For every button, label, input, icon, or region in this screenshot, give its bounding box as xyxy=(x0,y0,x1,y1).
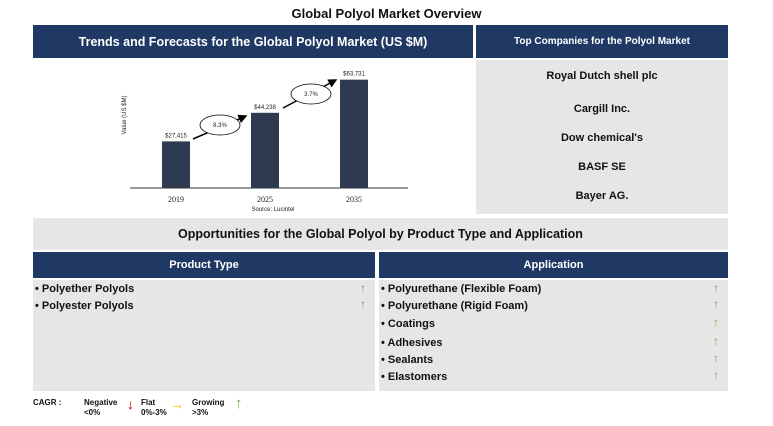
trend-chart: Value (US $M) $27,415 2019 $44,238 2025 $63,… xyxy=(122,72,408,213)
growing-arrow-icon: ↑ xyxy=(713,368,719,382)
application-item: • Polyurethane (Flexible Foam) xyxy=(381,283,542,295)
opportunities-header: Opportunities for the Global Polyol by P… xyxy=(33,218,728,250)
bar-value-label: $63,731 xyxy=(343,72,365,78)
bar-2025 xyxy=(251,112,279,188)
cagr-label-1: 8.3% xyxy=(213,123,227,129)
application-item: • Polyurethane (Rigid Foam) xyxy=(381,300,528,312)
legend-flat-label: Flat 0%-3% xyxy=(141,398,167,418)
product-type-header: Product Type xyxy=(33,252,375,278)
growing-arrow-icon: ↑ xyxy=(713,334,719,348)
legend-growing-text: Growing xyxy=(192,398,225,407)
application-item: • Sealants xyxy=(381,354,434,366)
growing-arrow-icon: ↑ xyxy=(235,395,243,412)
companies-panel: Royal Dutch shell plc Cargill Inc. Dow c… xyxy=(476,60,728,214)
legend-negative-text: Negative xyxy=(84,398,118,407)
bar-value-label: $27,415 xyxy=(165,133,187,139)
bar-2035 xyxy=(340,79,368,188)
product-type-panel: • Polyether Polyols • Polyester Polyols … xyxy=(33,280,375,391)
company-item: BASF SE xyxy=(578,161,626,173)
application-header: Application xyxy=(379,252,728,278)
x-tick-label: 2019 xyxy=(168,195,184,204)
growing-arrow-icon: ↑ xyxy=(360,281,366,295)
bar-2019 xyxy=(162,141,190,188)
growing-arrow-icon: ↑ xyxy=(713,297,719,311)
legend-flat-range: 0%-3% xyxy=(141,408,167,417)
legend-growing-range: >3% xyxy=(192,408,209,417)
cagr-label-2: 3.7% xyxy=(304,92,318,98)
flat-arrow-icon: → xyxy=(170,396,184,412)
legend-flat-text: Flat xyxy=(141,398,156,407)
legend-negative-label: Negative <0% xyxy=(84,398,117,418)
application-item: • Elastomers xyxy=(381,371,448,383)
product-type-item: • Polyether Polyols xyxy=(35,283,135,295)
company-item: Royal Dutch shell plc xyxy=(546,70,658,82)
negative-arrow-icon: ↓ xyxy=(127,396,134,412)
x-tick-label: 2025 xyxy=(257,195,273,204)
companies-header: Top Companies for the Polyol Market xyxy=(476,25,728,58)
source-label: Source: Lucintel xyxy=(251,207,294,213)
x-tick-label: 2035 xyxy=(346,195,362,204)
product-type-item: • Polyester Polyols xyxy=(35,300,134,312)
growing-arrow-icon: ↑ xyxy=(713,351,719,365)
bar-value-label: $44,238 xyxy=(254,105,276,111)
application-item: • Coatings xyxy=(381,318,435,330)
cagr-bubble-2 xyxy=(290,83,332,105)
page-title: Global Polyol Market Overview xyxy=(291,6,482,21)
trends-header: Trends and Forecasts for the Global Poly… xyxy=(33,25,473,58)
cagr-bubble-1 xyxy=(199,114,241,136)
legend-growing-label: Growing >3% xyxy=(192,398,224,418)
application-item: • Adhesives xyxy=(381,337,443,349)
company-item: Bayer AG. xyxy=(575,190,629,202)
growing-arrow-icon: ↑ xyxy=(713,281,719,295)
cagr-legend-label: CAGR : xyxy=(33,398,62,407)
growing-arrow-icon: ↑ xyxy=(360,297,366,311)
company-item: Dow chemical's xyxy=(560,132,644,144)
company-item: Cargill Inc. xyxy=(573,103,631,115)
legend-negative-range: <0% xyxy=(84,408,101,417)
application-panel: • Polyurethane (Flexible Foam) • Polyure… xyxy=(379,280,728,391)
y-axis-label: Value (US $M) xyxy=(122,96,128,135)
growing-arrow-icon: ↑ xyxy=(713,315,719,329)
